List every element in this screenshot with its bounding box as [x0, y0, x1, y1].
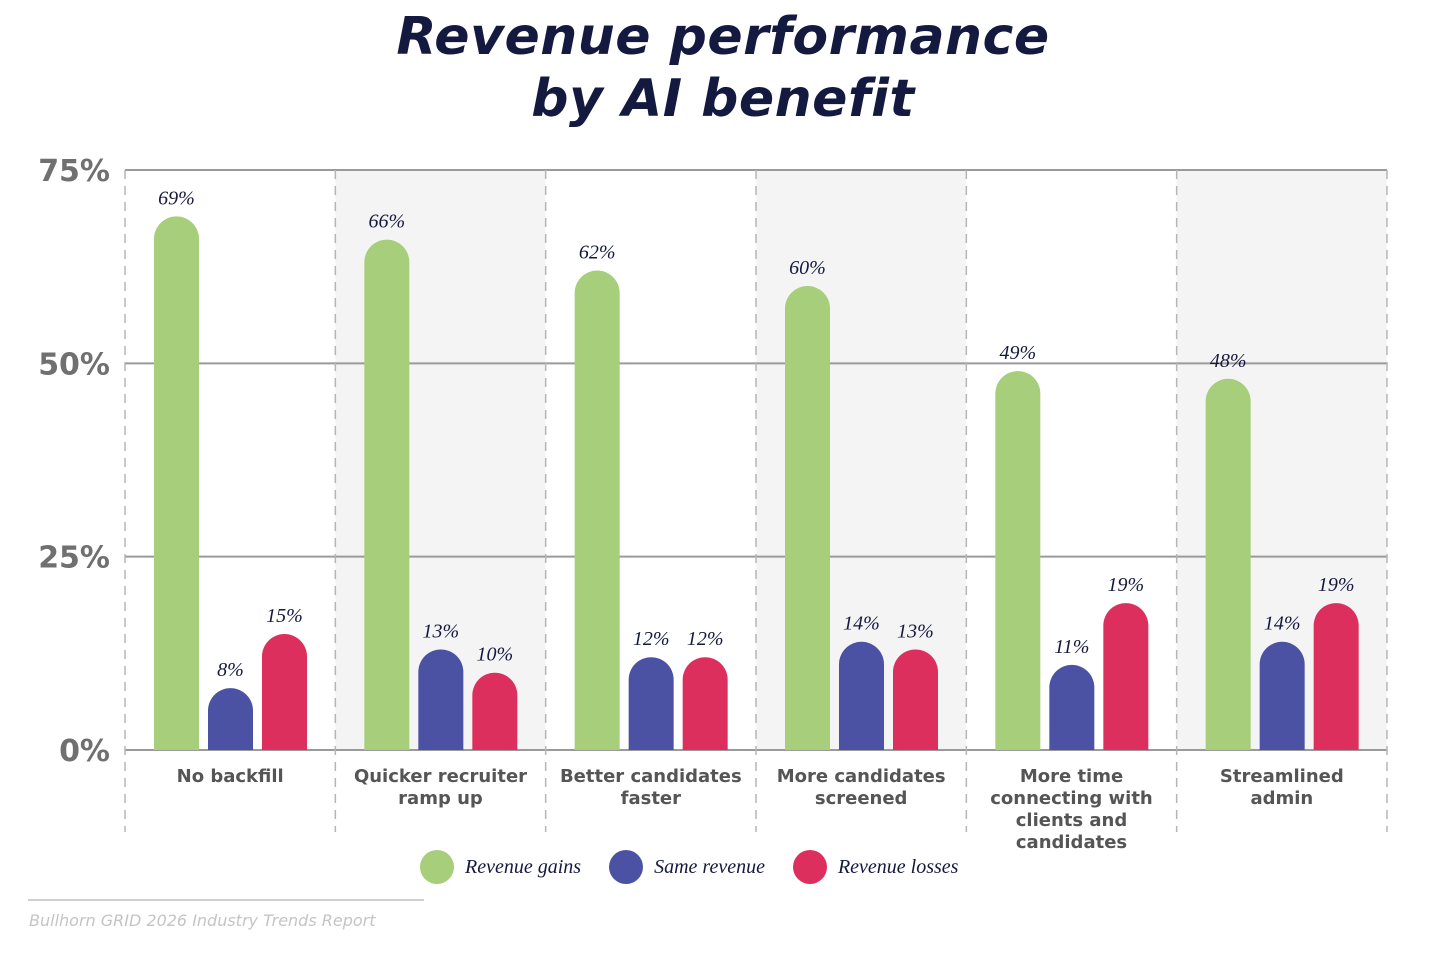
legend-swatch	[420, 850, 454, 884]
data-label: 69%	[158, 187, 195, 209]
data-label: 60%	[789, 257, 826, 279]
data-label: 14%	[843, 613, 880, 635]
x-category-label: More time connecting with clients and ca…	[990, 766, 1153, 853]
bar-same-revenue	[1049, 664, 1095, 750]
legend: Revenue gains Same revenue Revenue losse…	[420, 850, 986, 884]
legend-label: Same revenue	[654, 855, 765, 878]
bar-revenue-losses	[682, 657, 728, 750]
bar-revenue-gains	[1205, 378, 1251, 750]
bar-revenue-losses	[472, 672, 518, 750]
x-category-label: Better candidates faster	[559, 766, 742, 809]
bar-same-revenue	[208, 688, 253, 750]
bar-revenue-gains	[574, 270, 620, 750]
x-category-label: More candidates screened	[776, 766, 946, 809]
data-label: 14%	[1264, 613, 1301, 635]
chart-title-line-2: by AI benefit	[531, 69, 915, 129]
data-label: 8%	[217, 659, 244, 681]
data-label: 48%	[1210, 350, 1247, 372]
data-label: 13%	[422, 620, 459, 642]
bar-revenue-gains	[785, 286, 830, 750]
legend-label: Revenue gains	[465, 855, 582, 878]
legend-item-same-revenue: Same revenue	[609, 850, 765, 884]
data-label: 15%	[266, 605, 303, 627]
bar-revenue-gains	[364, 239, 410, 750]
data-label: 66%	[368, 211, 405, 233]
data-label: 12%	[687, 628, 724, 650]
data-label: 13%	[897, 620, 934, 642]
legend-swatch	[792, 850, 827, 884]
source-note: Bullhorn GRID 2026 Industry Trends Repor…	[29, 911, 376, 930]
y-tick-label: 0%	[59, 734, 110, 769]
data-label: 11%	[1054, 636, 1089, 658]
chart-title: Revenue performance by AI benefit	[0, 6, 1440, 130]
data-label: 12%	[633, 628, 670, 650]
data-label: 19%	[1107, 574, 1144, 596]
bar-revenue-gains	[154, 216, 199, 751]
y-tick-label: 25%	[38, 541, 110, 576]
source-divider	[28, 899, 424, 901]
y-tick-label: 75%	[38, 154, 110, 189]
bar-revenue-gains	[995, 371, 1041, 750]
bar-revenue-losses	[1313, 603, 1359, 750]
data-label: 62%	[579, 242, 616, 264]
data-label: 10%	[476, 644, 513, 666]
data-label: 19%	[1318, 574, 1355, 596]
bar-same-revenue	[628, 657, 674, 750]
legend-item-revenue-gains: Revenue gains	[420, 850, 581, 884]
bar-revenue-losses	[1103, 603, 1149, 750]
data-label: 49%	[999, 342, 1036, 364]
bar-same-revenue	[1259, 641, 1305, 750]
x-category-label: No backfill	[176, 766, 284, 787]
legend-item-revenue-losses: Revenue losses	[792, 850, 959, 884]
x-category-label: Streamlined admin	[1219, 766, 1344, 809]
bar-revenue-losses	[893, 649, 938, 750]
bar-same-revenue	[839, 641, 884, 750]
bar-same-revenue	[418, 649, 464, 750]
bar-revenue-losses	[262, 634, 307, 750]
legend-swatch	[609, 850, 644, 884]
chart-title-line-1: Revenue performance	[396, 7, 1050, 67]
y-tick-label: 50%	[38, 347, 110, 382]
legend-label: Revenue losses	[837, 855, 959, 878]
x-category-label: Quicker recruiter ramp up	[353, 766, 528, 809]
